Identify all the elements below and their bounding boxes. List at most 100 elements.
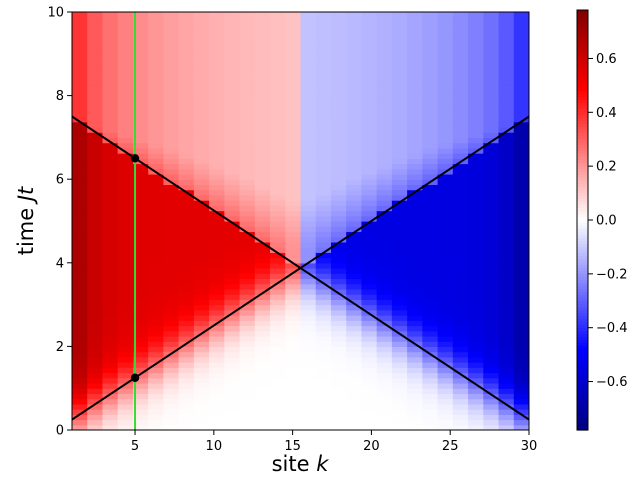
heatmap-cell <box>117 294 134 300</box>
heatmap-cell <box>330 74 347 81</box>
heatmap-cell <box>209 304 225 311</box>
heatmap-cell <box>346 106 363 112</box>
heatmap-cell <box>452 315 469 321</box>
heatmap-cell <box>300 393 317 400</box>
heatmap-cell <box>346 121 363 128</box>
heatmap-cell <box>209 147 225 154</box>
heatmap-cell <box>346 137 363 144</box>
heatmap-cell <box>285 356 302 363</box>
heatmap-cell <box>452 53 469 60</box>
heatmap-cell <box>452 106 469 112</box>
x-tick-label: 10 <box>206 439 223 454</box>
heatmap-cell <box>224 137 241 144</box>
heatmap-cell <box>72 189 88 196</box>
heatmap-cell <box>315 252 332 259</box>
colorbar-segment <box>577 187 588 191</box>
heatmap-cell <box>132 100 149 107</box>
x-tick-label: 5 <box>131 439 139 454</box>
heatmap-cell <box>391 252 408 259</box>
heatmap-cell <box>148 69 164 76</box>
heatmap-cell <box>87 173 104 180</box>
heatmap-cell <box>452 95 469 102</box>
heatmap-cell <box>72 179 88 186</box>
heatmap-cell <box>239 278 256 285</box>
heatmap-cell <box>498 403 515 410</box>
heatmap-cell <box>391 189 408 196</box>
heatmap-cell <box>346 38 363 44</box>
heatmap-cell <box>483 403 500 410</box>
heatmap-cell <box>452 189 469 196</box>
heatmap-cell <box>163 262 180 269</box>
heatmap-cell <box>452 325 469 332</box>
heatmap-cell <box>422 111 439 118</box>
heatmap-cell <box>163 100 180 107</box>
heatmap-cell <box>178 132 195 138</box>
heatmap-cell <box>422 106 439 112</box>
heatmap-cell <box>132 215 149 222</box>
colorbar-segment <box>577 16 588 20</box>
heatmap-cell <box>72 43 88 50</box>
heatmap-cell <box>468 43 484 50</box>
heatmap-cell <box>483 27 500 34</box>
heatmap-cell <box>468 268 484 274</box>
heatmap-cell <box>437 12 454 18</box>
heatmap-cell <box>498 356 515 363</box>
heatmap-cell <box>72 27 88 34</box>
heatmap-cell <box>224 325 241 332</box>
heatmap-cell <box>468 226 484 233</box>
heatmap-cell <box>132 304 149 311</box>
heatmap-cell <box>132 414 149 421</box>
heatmap-cell <box>422 132 439 138</box>
heatmap-cell <box>178 179 195 186</box>
heatmap-cell <box>117 27 134 34</box>
heatmap-cell <box>178 163 195 170</box>
heatmap-cell <box>224 153 241 159</box>
heatmap-cell <box>87 43 104 50</box>
heatmap-cell <box>422 356 439 363</box>
colorbar-segment <box>577 409 588 413</box>
heatmap-cell <box>346 299 363 306</box>
heatmap-cell <box>163 106 180 112</box>
heatmap-cell <box>407 288 423 295</box>
heatmap-cell <box>117 351 134 358</box>
heatmap-cell <box>132 142 149 149</box>
heatmap-cell <box>285 17 302 24</box>
heatmap-cell <box>102 184 119 191</box>
heatmap-cell <box>407 424 423 430</box>
heatmap-cell <box>361 163 378 170</box>
heatmap-cell <box>148 236 164 243</box>
heatmap-cell <box>346 294 363 300</box>
heatmap-cell <box>422 341 439 347</box>
heatmap-cell <box>376 189 393 196</box>
heatmap-cell <box>407 173 423 180</box>
heatmap-cell <box>407 48 423 55</box>
heatmap-cell <box>102 372 119 379</box>
heatmap-cell <box>72 210 88 217</box>
heatmap-cell <box>468 325 484 332</box>
colorbar-segment <box>577 370 588 374</box>
heatmap-cell <box>193 268 210 274</box>
heatmap-cell <box>254 69 271 76</box>
heatmap-cell <box>224 106 241 112</box>
heatmap-cell <box>148 95 164 102</box>
heatmap-cell <box>483 252 500 259</box>
heatmap-cell <box>193 173 210 180</box>
heatmap-cell <box>483 414 500 421</box>
heatmap-cell <box>270 132 286 138</box>
heatmap-cell <box>254 85 271 91</box>
heatmap-cell <box>270 200 286 206</box>
heatmap-cell <box>498 288 515 295</box>
heatmap-cell <box>72 231 88 238</box>
heatmap-cell <box>300 74 317 81</box>
heatmap-cell <box>300 362 317 368</box>
heatmap-cell <box>270 278 286 285</box>
heatmap-cell <box>193 247 210 253</box>
heatmap-cell <box>72 163 88 170</box>
heatmap-cell <box>239 382 256 389</box>
heatmap-cell <box>132 236 149 243</box>
heatmap-cell <box>452 184 469 191</box>
heatmap-cell <box>254 106 271 112</box>
heatmap-cell <box>330 325 347 332</box>
heatmap-cell <box>407 100 423 107</box>
